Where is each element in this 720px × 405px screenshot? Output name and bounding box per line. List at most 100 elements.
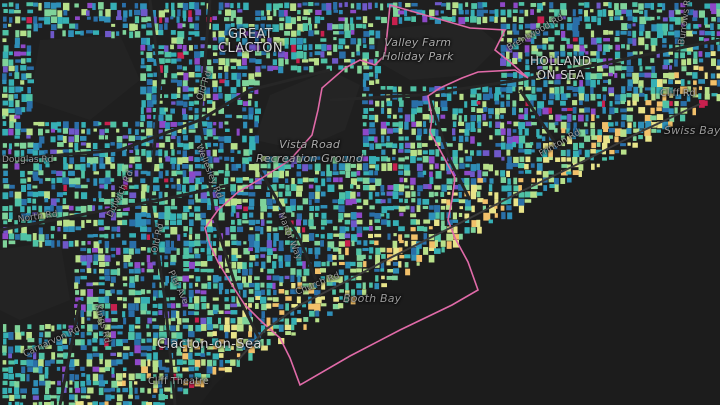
building-footprint (212, 338, 219, 346)
building-footprint (243, 2, 249, 11)
building-footprint (230, 310, 238, 315)
building-footprint (429, 16, 435, 20)
building-footprint (567, 107, 573, 111)
building-footprint (242, 177, 249, 181)
building-footprint (99, 353, 104, 361)
building-footprint (585, 114, 589, 122)
building-footprint (74, 381, 79, 389)
building-footprint (579, 157, 585, 162)
building-footprint (674, 101, 679, 107)
building-footprint (80, 163, 86, 172)
building-footprint (482, 121, 488, 127)
building-footprint (297, 275, 301, 284)
building-footprint (674, 107, 678, 114)
building-footprint (506, 198, 512, 205)
building-footprint (704, 38, 710, 43)
building-footprint (356, 156, 363, 161)
building-footprint (26, 58, 32, 63)
building-footprint (338, 9, 343, 15)
building-footprint (20, 233, 28, 241)
building-footprint (99, 184, 105, 189)
building-footprint (650, 87, 656, 95)
building-footprint (122, 30, 127, 35)
building-footprint (219, 142, 224, 151)
building-footprint (110, 150, 116, 157)
building-footprint (326, 10, 332, 15)
building-footprint (212, 331, 217, 337)
building-footprint (141, 205, 148, 214)
building-footprint (206, 66, 214, 74)
building-footprint (356, 261, 363, 268)
building-footprint (164, 387, 171, 392)
building-footprint (158, 129, 163, 134)
building-footprint (578, 9, 583, 15)
building-footprint (536, 192, 543, 196)
building-footprint (14, 115, 21, 119)
building-footprint (86, 395, 91, 399)
building-footprint (410, 219, 417, 225)
building-footprint (459, 157, 464, 163)
building-footprint (111, 254, 116, 258)
building-footprint (459, 233, 463, 240)
building-footprint (500, 107, 506, 114)
building-footprint (495, 108, 500, 115)
building-footprint (26, 212, 31, 217)
building-footprint (38, 2, 42, 11)
building-footprint (146, 297, 150, 304)
building-footprint (267, 331, 274, 336)
building-footprint (212, 52, 218, 56)
building-footprint (398, 10, 405, 15)
building-footprint (416, 255, 423, 262)
building-footprint (201, 283, 208, 289)
building-footprint (416, 107, 423, 113)
building-footprint (170, 297, 176, 301)
building-footprint (56, 170, 63, 177)
building-footprint (338, 219, 343, 223)
building-footprint (158, 94, 162, 99)
building-footprint (128, 170, 133, 176)
building-footprint (110, 304, 118, 312)
building-footprint (218, 170, 224, 174)
building-footprint (554, 51, 560, 58)
building-footprint (518, 149, 526, 153)
building-footprint (68, 325, 74, 332)
building-footprint (188, 129, 196, 133)
building-footprint (219, 353, 224, 358)
building-footprint (579, 142, 585, 149)
building-footprint (464, 184, 470, 191)
building-footprint (8, 227, 13, 234)
building-footprint (248, 268, 253, 275)
building-footprint (693, 65, 699, 70)
building-footprint (182, 324, 189, 329)
building-footprint (554, 79, 561, 85)
building-footprint (159, 325, 164, 332)
building-footprint (189, 227, 193, 235)
building-footprint (362, 79, 367, 88)
building-footprint (104, 380, 108, 384)
building-footprint (68, 331, 75, 337)
building-footprint (537, 108, 542, 116)
building-footprint (195, 338, 201, 343)
building-footprint (104, 255, 111, 262)
building-footprint (644, 114, 652, 123)
building-footprint (644, 44, 649, 50)
building-footprint (224, 331, 229, 339)
building-footprint (21, 366, 26, 374)
building-footprint (375, 254, 380, 263)
building-footprint (212, 353, 219, 360)
building-footprint (495, 121, 501, 128)
building-footprint (122, 338, 129, 343)
building-footprint (416, 100, 423, 106)
building-footprint (104, 339, 109, 348)
building-footprint (410, 213, 417, 218)
building-footprint (146, 212, 152, 218)
building-footprint (248, 149, 253, 155)
building-footprint (554, 86, 560, 95)
building-footprint (434, 240, 438, 247)
building-footprint (230, 3, 234, 9)
building-footprint (392, 156, 396, 161)
building-footprint (38, 170, 44, 176)
building-footprint (272, 303, 280, 307)
